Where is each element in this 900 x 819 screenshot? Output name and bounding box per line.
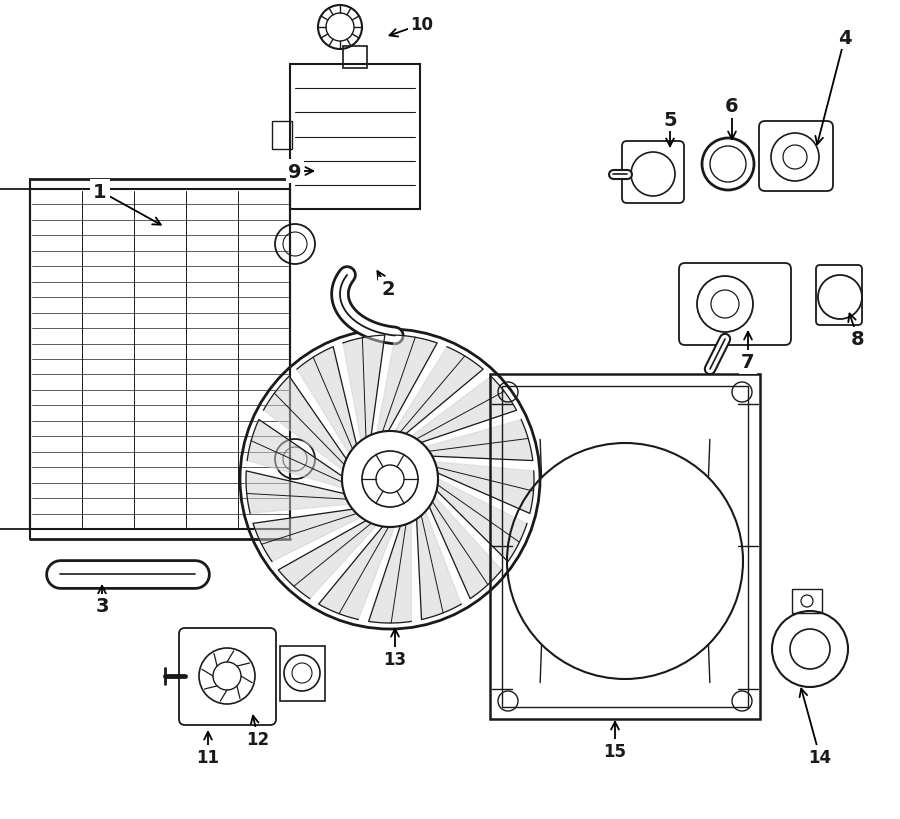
Polygon shape [426,420,533,461]
Text: 1: 1 [94,183,107,201]
Bar [343,47,367,69]
Polygon shape [411,377,517,443]
Text: 6: 6 [725,97,739,116]
Polygon shape [253,509,361,562]
Bar [290,65,420,210]
Circle shape [342,432,438,527]
Polygon shape [377,336,437,433]
Text: 4: 4 [838,29,851,48]
Bar [272,122,292,150]
Polygon shape [246,471,349,514]
Text: 8: 8 [851,330,865,349]
Text: 2: 2 [382,280,395,299]
Circle shape [362,451,418,508]
Bar [502,387,748,707]
Text: 7: 7 [742,353,755,372]
Bar [792,590,822,613]
Bar [0,190,30,529]
Polygon shape [429,497,501,599]
Polygon shape [369,523,411,623]
Polygon shape [264,377,346,471]
Circle shape [376,465,404,493]
Text: 14: 14 [808,748,832,766]
Polygon shape [394,347,483,434]
Text: 11: 11 [196,748,220,766]
Text: 10: 10 [410,16,434,34]
Polygon shape [248,420,343,488]
Polygon shape [417,512,461,620]
Text: 15: 15 [604,742,626,760]
Polygon shape [343,336,385,441]
Polygon shape [278,521,377,599]
Bar [490,374,760,719]
Text: 9: 9 [288,162,302,181]
Text: 12: 12 [247,730,270,748]
Polygon shape [436,479,527,562]
Polygon shape [435,462,534,514]
Bar [30,190,290,529]
Text: 3: 3 [95,597,109,616]
Polygon shape [319,527,394,620]
Text: 5: 5 [663,111,677,129]
Text: 13: 13 [383,650,407,668]
Bar [280,646,325,701]
Polygon shape [297,347,356,455]
